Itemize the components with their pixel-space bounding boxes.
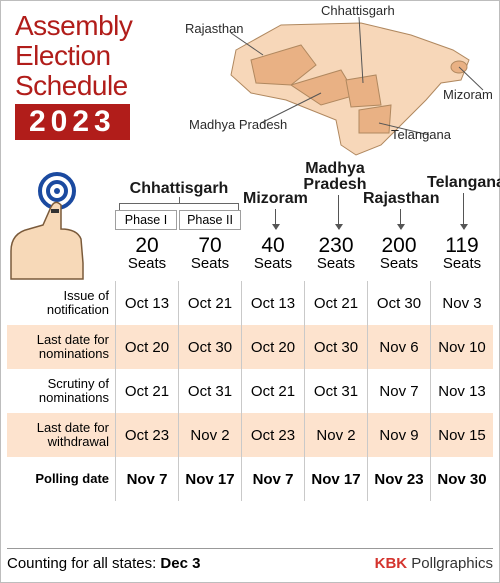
cell: Nov 7 [241,457,304,501]
cell: Oct 31 [178,369,241,413]
seats-num-1: 70 [178,235,242,256]
credit-rest: Pollgraphics [407,555,493,572]
brace-chhattisgarh [119,203,239,204]
map-label-telangana: Telangana [391,127,451,142]
seats-num-4: 200 [367,235,431,256]
row-label: Issue of notification [7,289,115,317]
seats-lbl-5: Seats [430,256,494,272]
seats-lbl-1: Seats [178,256,242,272]
cell: Oct 20 [115,325,178,369]
seats-num-3: 230 [304,235,368,256]
cell: Nov 17 [178,457,241,501]
map-label-rajasthan: Rajasthan [185,21,244,36]
cell: Nov 9 [367,413,430,457]
cell: Oct 23 [241,413,304,457]
cell: Oct 30 [178,325,241,369]
table-row: Issue of notification Oct 13 Oct 21 Oct … [7,281,493,325]
counting-label: Counting for all states: [7,555,156,572]
title-line-3: Schedule [15,71,185,101]
map-label-mizoram: Mizoram [443,87,493,102]
infographic-root: Assembly Election Schedule 2023 Rajastha… [0,0,500,583]
table-row: Last date for nominations Oct 20 Oct 30 … [7,325,493,369]
map-label-madhya-pradesh: Madhya Pradesh [189,117,287,132]
row-label: Scrutiny of nominations [7,377,115,405]
voting-finger-icon [9,171,99,281]
seats-col-4: 200Seats [367,235,431,272]
cell: Oct 21 [178,281,241,325]
seats-col-1: 70Seats [178,235,242,272]
cell: Nov 30 [430,457,493,501]
row-label: Last date for withdrawal [7,421,115,449]
cell: Nov 7 [115,457,178,501]
table-row-polling: Polling date Nov 7 Nov 17 Nov 7 Nov 17 N… [7,457,493,501]
arrow-telangana [463,193,464,229]
phase-2-box: Phase II [179,210,241,230]
seats-col-3: 230Seats [304,235,368,272]
seats-num-2: 40 [241,235,305,256]
cell: Oct 23 [115,413,178,457]
colhead-mizoram: Mizoram [243,191,307,207]
india-map: Rajasthan Chhattisgarh Madhya Pradesh Mi… [191,5,491,165]
cell: Nov 2 [304,413,367,457]
counting-date: Dec 3 [160,555,200,572]
colhead-telangana: Telangana [427,175,500,191]
cell: Nov 3 [430,281,493,325]
counting-line: Counting for all states: Dec 3 [7,555,200,572]
seats-lbl-2: Seats [241,256,305,272]
cell: Nov 15 [430,413,493,457]
colhead-rajasthan: Rajasthan [363,191,437,207]
arrow-rajasthan [400,209,401,229]
seats-col-5: 119Seats [430,235,494,272]
seats-num-0: 20 [115,235,179,256]
cell: Nov 13 [430,369,493,413]
colhead-mp: Madhya Pradesh [299,161,371,193]
cell: Nov 6 [367,325,430,369]
cell: Nov 7 [367,369,430,413]
colhead-mp-text: Madhya Pradesh [303,160,366,193]
map-label-chhattisgarh: Chhattisgarh [321,3,395,18]
cell: Oct 31 [304,369,367,413]
cell: Oct 20 [241,325,304,369]
cell: Oct 21 [115,369,178,413]
row-label: Polling date [7,472,115,486]
cell: Oct 21 [241,369,304,413]
colhead-chhattisgarh: Chhattisgarh [115,181,243,197]
cell: Oct 30 [367,281,430,325]
row-label: Last date for nominations [7,333,115,361]
phase-1-box: Phase I [115,210,177,230]
seats-lbl-4: Seats [367,256,431,272]
table-row: Last date for withdrawal Oct 23 Nov 2 Oc… [7,413,493,457]
cell: Oct 13 [241,281,304,325]
seats-num-5: 119 [430,235,494,256]
cell: Nov 17 [304,457,367,501]
title-line-2: Election [15,41,185,71]
column-headers: Chhattisgarh Phase I Phase II Mizoram Ma… [115,161,493,281]
title-block: Assembly Election Schedule 2023 [15,11,185,140]
schedule-table: Issue of notification Oct 13 Oct 21 Oct … [7,281,493,501]
cell: Nov 23 [367,457,430,501]
cell: Oct 21 [304,281,367,325]
cell: Oct 13 [115,281,178,325]
footer: Counting for all states: Dec 3 KBK Pollg… [7,548,493,572]
cell: Oct 30 [304,325,367,369]
arrow-mizoram [275,209,276,229]
table-row: Scrutiny of nominations Oct 21 Oct 31 Oc… [7,369,493,413]
credit: KBK Pollgraphics [375,555,493,572]
credit-brand: KBK [375,555,408,572]
seats-col-2: 40Seats [241,235,305,272]
title-year: 2023 [15,104,130,140]
seats-lbl-3: Seats [304,256,368,272]
cell: Nov 10 [430,325,493,369]
cell: Nov 2 [178,413,241,457]
title-line-1: Assembly [15,11,185,41]
seats-col-0: 20Seats [115,235,179,272]
seats-lbl-0: Seats [115,256,179,272]
arrow-mp [338,195,339,229]
